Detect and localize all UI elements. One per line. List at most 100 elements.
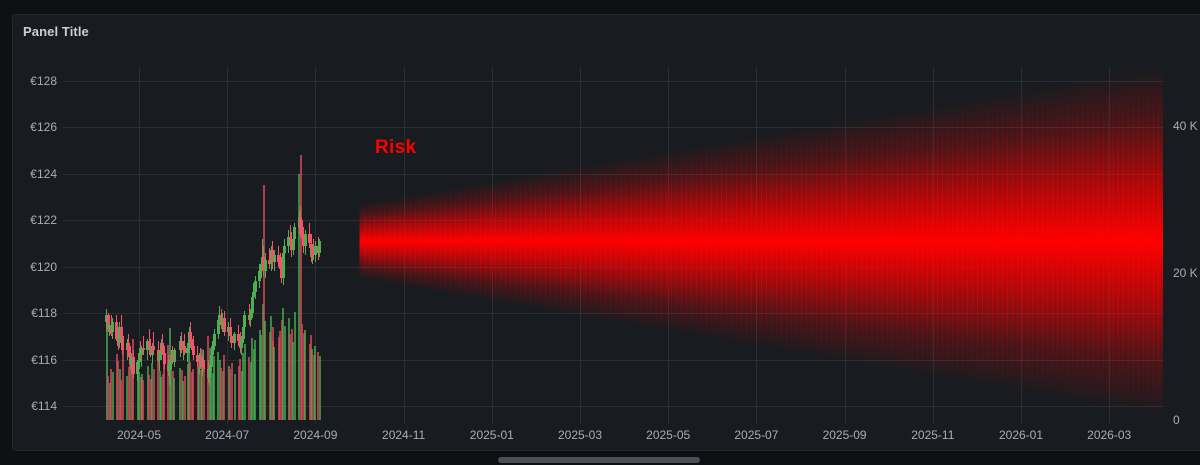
volume-bar [158, 370, 161, 420]
gridline-vertical [227, 67, 229, 420]
volume-bar [136, 368, 139, 420]
risk-cone-slice [1047, 84, 1054, 399]
risk-cone-slice [1032, 86, 1039, 396]
risk-cone-slice [1147, 67, 1154, 416]
risk-cone-slice [530, 173, 536, 309]
x-axis-tick [227, 420, 229, 424]
risk-cone-slice [942, 102, 948, 380]
volume-bar [242, 353, 245, 420]
volume-axis-tick-label: 0 [1173, 413, 1180, 427]
volume-bar [227, 366, 230, 420]
risk-cone-slice [957, 99, 963, 383]
risk-cone-slice [821, 123, 828, 359]
volume-bar [264, 321, 267, 420]
volume-bar [120, 379, 123, 420]
risk-cone-slice [480, 182, 486, 300]
plot-area[interactable] [63, 67, 1163, 420]
y-axis-tick-label: €126 [30, 120, 57, 135]
risk-cone-slice [776, 131, 782, 352]
risk-cone-slice [982, 95, 988, 387]
volume-bar [180, 369, 183, 420]
y-axis-tick-label: €120 [30, 259, 57, 274]
risk-cone-slice [766, 133, 772, 350]
risk-cone-slice [952, 100, 958, 382]
candle-body [278, 262, 282, 270]
risk-cone-slice [1022, 88, 1029, 394]
candle-wick [159, 350, 161, 372]
volume-bar [262, 184, 265, 420]
risk-cone-slice [911, 107, 918, 375]
volume-bar [171, 371, 174, 420]
volume-bar [170, 365, 173, 420]
volume-axis-tick-label: 40 K [1173, 118, 1198, 133]
x-axis-tick [491, 420, 493, 424]
risk-cone-slice [605, 160, 612, 322]
candle-body [233, 334, 237, 344]
volume-bar [252, 348, 255, 420]
volume-bar [314, 345, 317, 420]
candle-body [119, 327, 123, 337]
candle-body [318, 241, 322, 253]
volume-bar [192, 368, 195, 420]
risk-cone-slice [600, 161, 607, 321]
y-axis-tick-label: €124 [30, 166, 57, 181]
candle-body [291, 238, 295, 251]
volume-bar [243, 343, 246, 420]
risk-cone-slice [535, 173, 541, 310]
risk-cone-slice [906, 108, 913, 374]
gridline-vertical [756, 67, 758, 420]
candle-body [216, 320, 220, 335]
candle-body [287, 236, 291, 246]
volume-bar [239, 358, 242, 420]
risk-cone-slice [846, 119, 853, 364]
risk-cone-slice [1097, 75, 1104, 407]
candle-wick [148, 329, 150, 351]
candle-body [191, 345, 195, 355]
volume-bar [310, 335, 313, 420]
volume-bar [189, 361, 192, 420]
gridline-vertical [580, 67, 581, 420]
risk-cone-slice [610, 160, 617, 323]
x-axis-tick-label: 2024-11 [382, 428, 426, 442]
volume-bar [283, 325, 286, 420]
risk-cone-slice [921, 106, 928, 377]
candle-body [303, 234, 307, 246]
candle-body [127, 343, 131, 355]
risk-cone-slice [464, 185, 471, 298]
risk-cone-slice [881, 113, 888, 370]
risk-cone-slice [550, 170, 556, 312]
volume-axis-tick-label: 20 K [1173, 265, 1198, 280]
risk-cone-slice [384, 199, 391, 284]
candle-body [299, 217, 303, 232]
volume-bar [132, 339, 135, 420]
x-axis-tick [139, 420, 140, 424]
risk-cone-slice [570, 167, 577, 316]
x-axis-tick-label: 2025-07 [734, 428, 779, 442]
x-axis-tick [580, 420, 581, 424]
risk-cone-slice [580, 165, 587, 318]
risk-cone-slice [625, 157, 632, 325]
risk-cone-slice [485, 181, 491, 301]
risk-cone-slice [1002, 92, 1008, 391]
y-axis-right-volume: 40 K 20 K 0 [1165, 67, 1200, 427]
volume-bar [279, 331, 282, 420]
horizontal-scrollbar-thumb[interactable] [498, 457, 700, 463]
risk-cone-slice [670, 149, 677, 333]
y-axis-tick-label: €114 [31, 399, 57, 414]
risk-cone-slice [1142, 67, 1149, 415]
volume-bar [312, 354, 315, 420]
risk-cone-slice [716, 141, 722, 341]
volume-bar [260, 334, 263, 420]
risk-cone-slice [379, 200, 386, 283]
volume-bar [117, 361, 120, 420]
risk-cone-slice [434, 190, 441, 292]
risk-cone-slice [1132, 69, 1139, 413]
risk-cone-slice [886, 112, 893, 371]
volume-bar [308, 343, 311, 420]
candle-body [252, 292, 256, 297]
risk-cone-slice [555, 169, 561, 313]
volume-bar [149, 378, 152, 420]
risk-cone-slice [630, 156, 637, 326]
chart-panel: Panel Title €128 €126 €124 €122 €120 €118 €116… [12, 14, 1200, 451]
x-axis-tick [403, 420, 405, 424]
